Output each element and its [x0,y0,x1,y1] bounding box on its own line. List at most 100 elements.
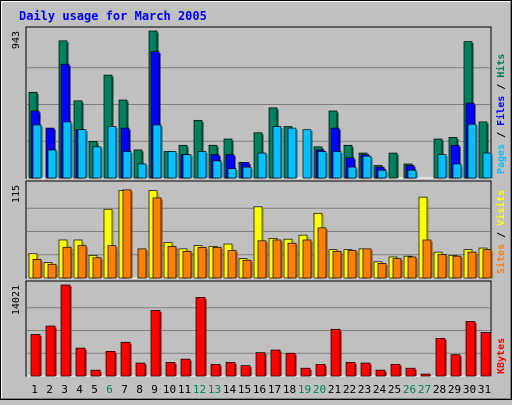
bar-kbytes-day-26 [406,368,417,376]
day-label-21: 21 [328,383,341,396]
bar-pages-day-22 [348,167,358,178]
bar-sites-day-28 [438,255,448,278]
bar-sites-day-4 [78,246,88,278]
day-label-18: 18 [283,383,296,396]
bar-sites-day-3 [63,247,73,278]
bar-sites-day-1 [33,259,43,278]
day-label-10: 10 [163,383,176,396]
legend-pages: Pages [496,144,507,174]
bar-pages-day-28 [438,155,448,178]
bar-pages-day-14 [228,169,238,178]
legend-files: Files [495,96,507,126]
bar-kbytes-day-13 [211,364,222,376]
day-label-20: 20 [313,383,326,396]
bar-kbytes-day-2 [46,326,57,376]
day-label-3: 3 [61,383,68,396]
bar-sites-day-16 [258,241,268,278]
bar-kbytes-day-10 [166,362,177,376]
bar-kbytes-day-7 [121,342,132,376]
legend: Sites / Visits [495,190,507,274]
bar-pages-day-13 [213,161,223,178]
day-label-7: 7 [121,383,128,396]
bar-pages-day-18 [288,128,298,178]
day-label-8: 8 [136,383,143,396]
bar-sites-day-22 [348,251,358,278]
day-label-22: 22 [343,383,356,396]
bar-pages-day-31 [483,153,493,178]
day-label-4: 4 [76,383,83,396]
bar-kbytes-day-22 [346,362,357,376]
day-label-19: 19 [298,383,311,396]
bar-pages-day-24 [378,170,388,178]
day-label-6: 6 [106,383,113,396]
bar-pages-day-12 [198,151,208,178]
bar-pages-day-19 [303,130,313,178]
bar-kbytes-day-31 [481,333,492,376]
bar-pages-day-17 [273,127,283,178]
bar-kbytes-day-6 [106,351,117,376]
bar-hits-day-25 [389,153,399,178]
bar-sites-day-31 [483,250,493,278]
bar-sites-day-10 [168,246,178,278]
day-label-29: 29 [448,383,461,396]
bar-sites-day-19 [303,240,313,278]
day-label-9: 9 [151,383,158,396]
day-label-11: 11 [178,383,191,396]
day-label-1: 1 [31,383,38,396]
bar-pages-day-4 [78,130,88,178]
bar-pages-day-20 [318,151,328,178]
bar-kbytes-day-23 [361,363,372,376]
bar-sites-day-9 [153,198,163,278]
bar-pages-day-29 [453,164,463,178]
bar-sites-day-30 [468,252,478,278]
bar-sites-day-27 [423,240,433,278]
bar-kbytes-day-25 [391,364,402,376]
bar-kbytes-day-24 [376,370,387,376]
bar-kbytes-day-1 [31,334,42,376]
day-label-16: 16 [253,383,266,396]
day-label-25: 25 [388,383,401,396]
bar-sites-day-23 [363,249,373,278]
bar-kbytes-day-4 [76,348,87,376]
day-label-26: 26 [403,383,416,396]
day-label-23: 23 [358,383,371,396]
bar-pages-day-7 [123,151,133,178]
day-label-12: 12 [193,383,206,396]
bar-sites-day-6 [108,246,118,278]
y-max-tick-label: 115 [11,185,22,203]
bar-kbytes-day-9 [151,310,162,376]
day-label-2: 2 [46,383,53,396]
bar-sites-day-7 [123,190,133,278]
bar-kbytes-day-11 [181,359,192,376]
day-label-27: 27 [418,383,431,396]
bar-pages-day-9 [153,125,163,178]
bar-sites-day-26 [408,257,418,278]
day-label-28: 28 [433,383,446,396]
bar-sites-day-2 [48,264,58,278]
legend-separator: / [496,226,507,244]
day-label-14: 14 [223,383,237,396]
day-label-30: 30 [463,383,476,396]
bar-pages-day-26 [408,170,418,178]
bar-kbytes-day-20 [316,364,327,376]
bar-pages-day-16 [258,153,268,178]
bar-pages-day-5 [93,147,103,178]
bar-pages-day-30 [468,124,478,178]
bar-kbytes-day-19 [301,368,312,376]
bar-sites-day-17 [273,240,283,278]
bar-sites-day-13 [213,247,223,278]
bar-pages-day-1 [33,125,43,178]
bar-sites-day-29 [453,256,463,278]
y-max-tick-label: 943 [11,31,22,49]
y-max-tick-label: 14021 [11,285,22,315]
bar-kbytes-day-15 [241,366,252,376]
day-label-13: 13 [208,383,221,396]
legend-hits: Hits [495,54,507,78]
legend: KBytes [496,338,507,374]
day-label-5: 5 [91,383,98,396]
bar-sites-day-5 [93,258,103,278]
bar-pages-day-8 [138,164,148,178]
bar-kbytes-day-29 [451,355,462,376]
